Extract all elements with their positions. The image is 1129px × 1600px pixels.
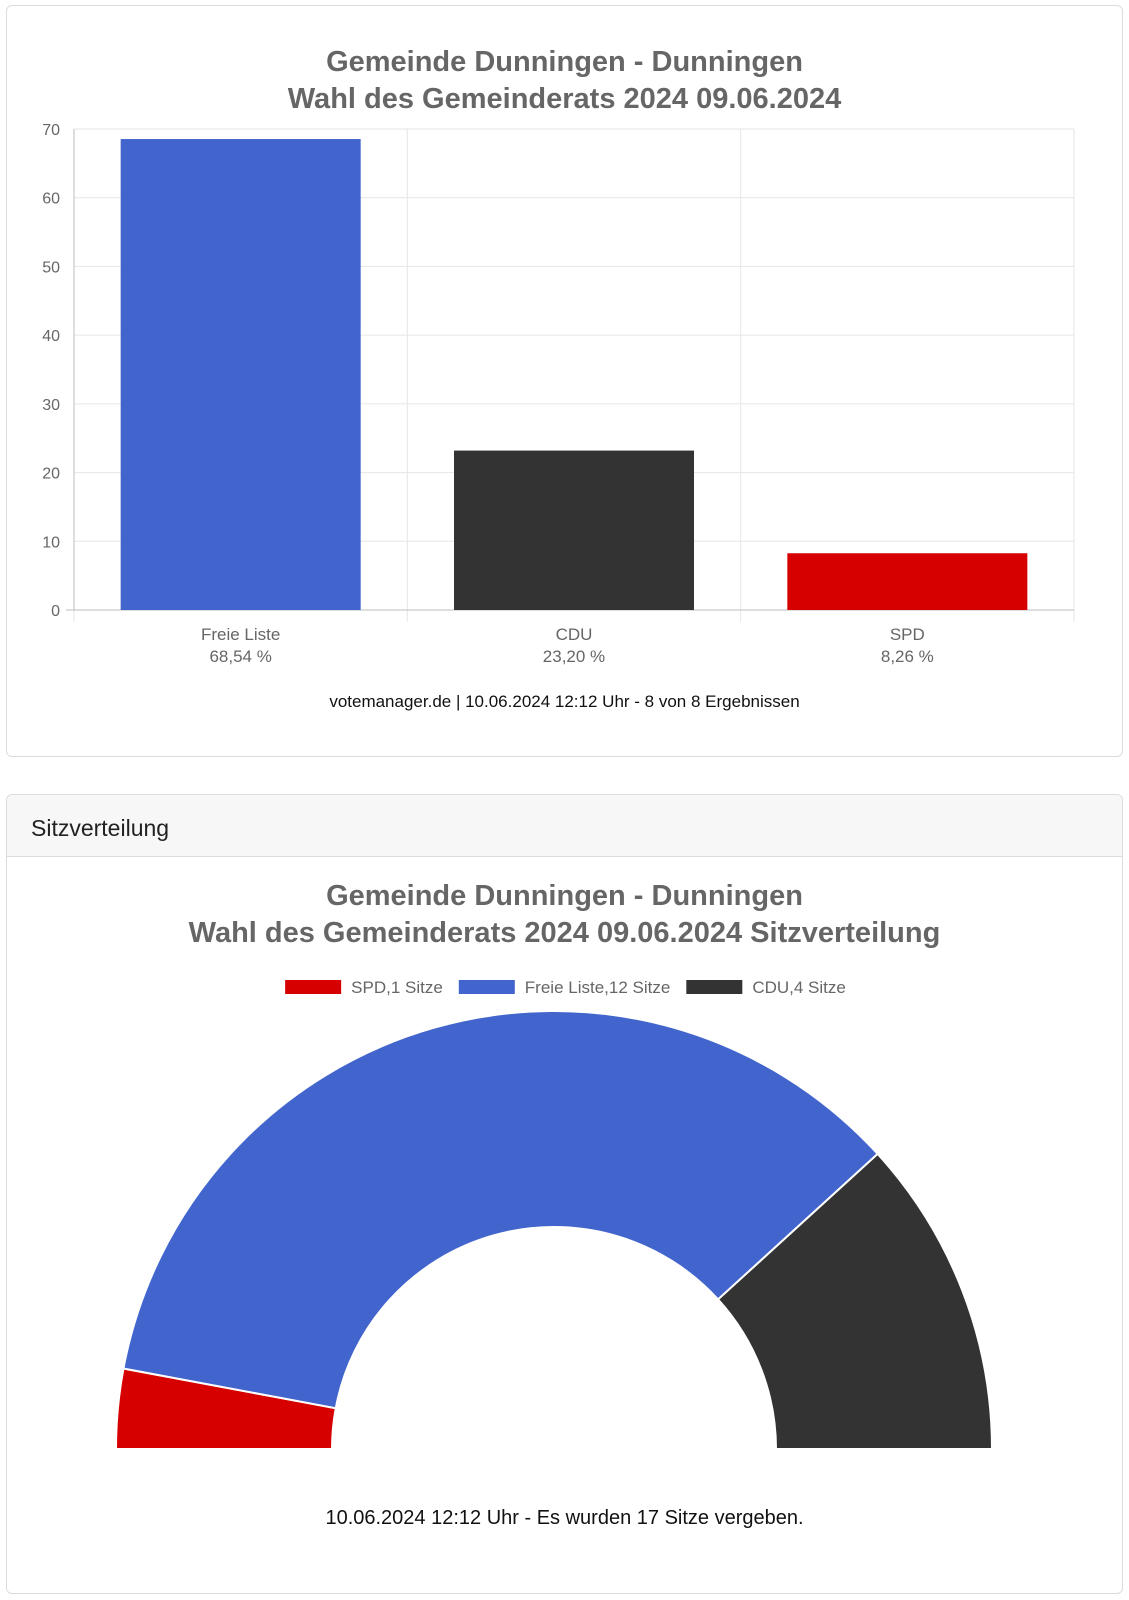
y-tick-label: 70 [42,122,60,139]
card-header-title: Sitzverteilung [31,815,170,841]
legend-swatch [686,980,743,994]
legend-swatch [285,980,342,994]
bar-chart-title-line2: Wahl des Gemeinderats 2024 09.06.2024 [287,83,842,115]
seat-distribution-card: Sitzverteilung Gemeinde Dunningen - Dunn… [6,794,1123,1594]
y-tick-label: 50 [42,259,60,276]
seat-chart-title-line2: Wahl des Gemeinderats 2024 09.06.2024 Si… [188,917,941,949]
bar-chart-title: Gemeinde Dunningen - Dunningen Wahl des … [7,44,1122,118]
x-tick-label: CDU [556,625,593,644]
y-tick-label: 0 [51,603,60,620]
seat-legend: SPD,1 Sitze Freie Liste,12 Sitze CDU,4 Sit… [285,978,846,997]
legend-label: SPD,1 Sitze [351,978,443,997]
y-tick-label: 60 [42,191,60,208]
x-tick-label: Freie Liste [201,625,280,644]
x-tick-sublabel: 68,54 % [209,647,271,666]
bar [120,139,361,610]
card-header: Sitzverteilung [7,795,1122,857]
seat-chart-title: Gemeinde Dunningen - Dunningen Wahl des … [7,878,1122,952]
x-tick-sublabel: 8,26 % [881,647,934,666]
legend-label: Freie Liste,12 Sitze [525,978,671,997]
seat-slice [716,1152,994,1450]
legend-swatch [458,980,515,994]
y-tick-label: 10 [42,534,60,551]
legend-label: CDU,4 Sitze [752,978,846,997]
bar [454,450,694,610]
seat-chart-footnote: 10.06.2024 12:12 Uhr - Es wurden 17 Sitz… [325,1507,804,1529]
results-card: Gemeinde Dunningen - Dunningen Wahl des … [6,5,1123,757]
x-tick-sublabel: 23,20 % [543,647,605,666]
seat-chart-title-line1: Gemeinde Dunningen - Dunningen [326,880,803,912]
bar-chart-footnote: votemanager.de | 10.06.2024 12:12 Uhr - … [329,692,800,711]
y-tick-label: 20 [42,466,60,483]
seat-slice [122,1010,880,1410]
bar [787,553,1028,610]
y-tick-label: 30 [42,397,60,414]
x-tick-label: SPD [890,625,925,644]
seat-chart: SPD,1 Sitze Freie Liste,12 Sitze CDU,4 Sit… [114,978,994,1450]
bar-chart: 0 10 20 30 40 50 60 70 Freie Liste 68,54 % CDU 23,2… [42,122,1075,666]
y-tick-label: 40 [42,328,60,345]
bar-chart-title-line1: Gemeinde Dunningen - Dunningen [326,46,803,78]
